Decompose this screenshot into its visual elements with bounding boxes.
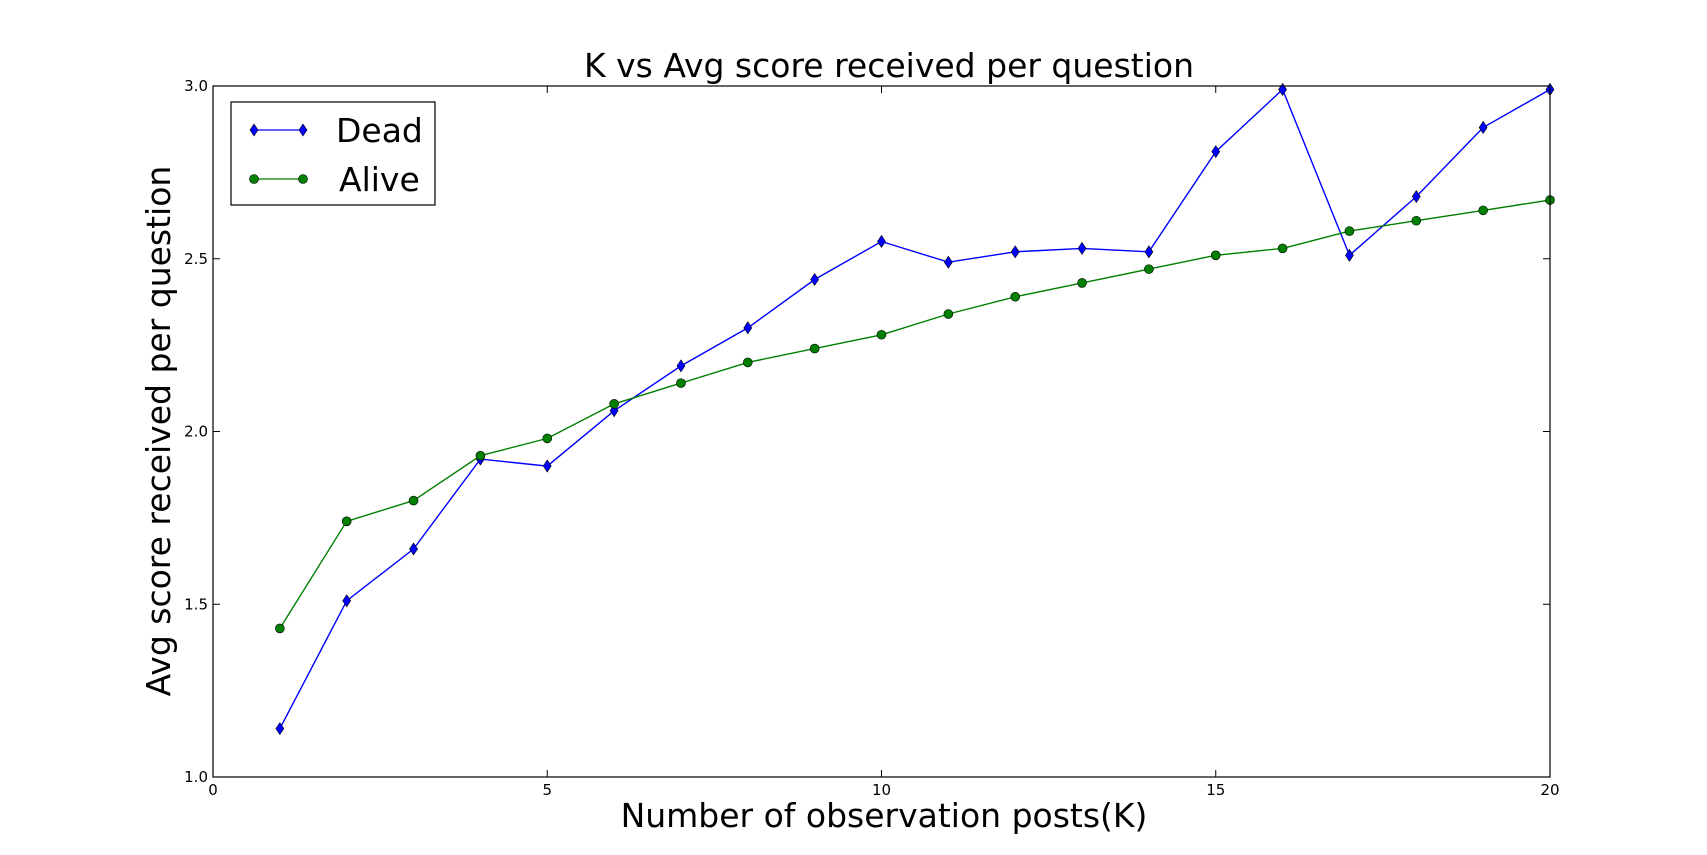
- data-point-alive: [1277, 243, 1288, 254]
- data-point-dead: [1010, 245, 1020, 259]
- chart-title: K vs Avg score received per question: [584, 46, 1194, 85]
- legend-box: [230, 101, 436, 206]
- data-point-dead: [542, 459, 552, 473]
- legend-label-alive: Alive: [339, 160, 420, 199]
- data-point-dead: [342, 594, 352, 608]
- data-point-alive: [1411, 215, 1422, 226]
- y-axis-label: Avg score received per question: [139, 166, 178, 697]
- legend-label-dead: Dead: [336, 111, 423, 150]
- legend-marker-dead: [298, 123, 308, 137]
- y-tick-label: 1.5: [184, 595, 208, 613]
- x-tick-label: 10: [872, 781, 891, 799]
- data-point-alive: [1077, 278, 1087, 288]
- legend-marker-alive: [298, 174, 308, 184]
- x-tick-label: 15: [1206, 781, 1225, 799]
- series-line-alive: [279, 199, 1551, 629]
- data-point-dead: [1478, 120, 1488, 135]
- data-point-dead: [1411, 190, 1421, 204]
- data-point-alive: [742, 357, 753, 368]
- data-point-alive: [341, 516, 352, 527]
- data-point-alive: [1210, 250, 1221, 261]
- data-point-dead: [1144, 245, 1154, 259]
- data-point-dead: [1077, 241, 1087, 255]
- data-point-dead: [1345, 248, 1354, 262]
- legend: Dead Alive: [230, 101, 436, 206]
- data-point-alive: [943, 309, 954, 319]
- data-point-dead: [877, 234, 886, 249]
- y-tick-label: 1.0: [184, 768, 208, 786]
- y-tick-label: 2.0: [184, 423, 208, 441]
- legend-marker-alive: [249, 174, 259, 184]
- data-point-alive: [609, 399, 619, 409]
- data-point-alive: [1010, 291, 1021, 302]
- x-tick-label: 5: [542, 781, 552, 799]
- data-point-alive: [1144, 264, 1154, 274]
- data-point-dead: [810, 272, 820, 287]
- data-point-dead: [943, 255, 953, 269]
- legend-marker-dead: [249, 123, 259, 137]
- x-tick-label: 0: [208, 781, 218, 799]
- data-point-alive: [542, 433, 553, 444]
- data-point-alive: [1344, 226, 1355, 236]
- data-point-alive: [809, 343, 820, 354]
- data-point-alive: [1478, 205, 1488, 216]
- data-point-dead: [1211, 145, 1221, 159]
- series-line-dead: [279, 88, 1551, 729]
- legend-entry-dead: Dead: [249, 111, 423, 150]
- data-point-alive: [676, 378, 686, 388]
- plot-frame: [212, 85, 1551, 778]
- data-point-dead: [275, 722, 285, 736]
- data-point-alive: [876, 329, 887, 340]
- legend-entry-alive: Alive: [249, 160, 420, 199]
- data-point-dead: [743, 321, 753, 335]
- data-point-alive: [408, 495, 419, 506]
- data-point-alive: [475, 450, 486, 461]
- y-tick-label: 3.0: [184, 77, 208, 95]
- data-point-alive: [275, 623, 285, 634]
- axis-ticks: 0 5 10 15 20 1.0 1.5 2.0 2.5 3.0: [184, 77, 1559, 799]
- data-point-dead: [676, 359, 686, 373]
- x-axis-label: Number of observation posts(K): [621, 796, 1148, 835]
- x-tick-label: 20: [1540, 781, 1559, 799]
- data-point-dead: [409, 542, 418, 556]
- series-layer: [275, 82, 1555, 736]
- y-tick-label: 2.5: [184, 250, 208, 268]
